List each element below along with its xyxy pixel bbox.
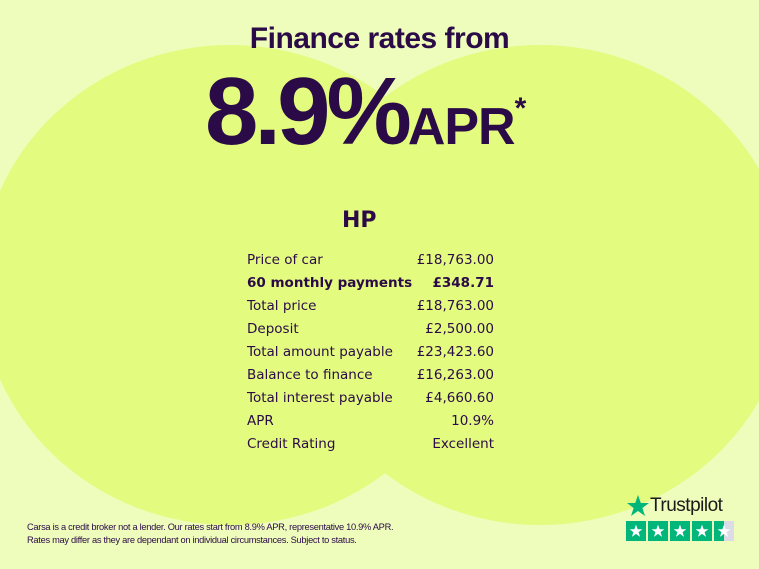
table-row: Price of car £18,763.00 <box>247 250 494 273</box>
trustpilot-rating <box>626 521 734 541</box>
disclaimer-line-1: Carsa is a credit broker not a lender. O… <box>27 522 394 532</box>
rating-star-icon <box>692 521 712 541</box>
row-value: £348.71 <box>432 275 495 291</box>
row-value: £18,763.00 <box>416 252 494 268</box>
background-circle-right <box>290 45 759 525</box>
row-value: £18,763.00 <box>416 298 494 314</box>
disclaimer-line-2: Rates may differ as they are dependant o… <box>27 535 357 545</box>
row-label: Total price <box>247 298 317 314</box>
row-label: Deposit <box>247 321 299 337</box>
row-value: £2,500.00 <box>425 321 494 337</box>
apr-label: APR <box>407 98 516 156</box>
headline-rate: 8.9%APR* <box>205 62 526 162</box>
row-label: 60 monthly payments <box>247 275 413 291</box>
table-row: Total amount payable £23,423.60 <box>247 342 494 365</box>
row-value: £4,660.60 <box>425 390 494 406</box>
disclaimer: Carsa is a credit broker not a lender. O… <box>27 521 394 547</box>
trustpilot-name: Trustpilot <box>650 495 723 516</box>
table-row: Balance to finance £16,263.00 <box>247 365 494 388</box>
table-row: Total interest payable £4,660.60 <box>247 388 494 411</box>
table-row: Credit Rating Excellent <box>247 434 494 457</box>
row-label: Balance to finance <box>247 367 373 383</box>
table-row: Deposit £2,500.00 <box>247 319 494 342</box>
row-value: 10.9% <box>451 413 494 429</box>
rating-star-icon <box>648 521 668 541</box>
row-value: Excellent <box>432 436 494 452</box>
trustpilot-star-icon <box>627 495 649 516</box>
finance-type-heading: HP <box>342 208 377 233</box>
rating-star-icon <box>670 521 690 541</box>
trustpilot-badge: Trustpilot <box>626 494 734 541</box>
rating-star-icon <box>626 521 646 541</box>
table-row: Total price £18,763.00 <box>247 296 494 319</box>
row-value: £16,263.00 <box>416 367 494 383</box>
rate-value: 8.9% <box>205 58 412 165</box>
row-label: APR <box>247 413 274 429</box>
row-value: £23,423.60 <box>416 344 494 360</box>
row-label: Total interest payable <box>247 390 393 406</box>
row-label: Price of car <box>247 252 323 268</box>
finance-table: Price of car £18,763.00 60 monthly payment… <box>247 250 494 457</box>
table-row: APR 10.9% <box>247 411 494 434</box>
row-label: Total amount payable <box>247 344 393 360</box>
table-row: 60 monthly payments £348.71 <box>247 273 494 296</box>
row-label: Credit Rating <box>247 436 336 452</box>
rating-star-icon <box>714 521 734 541</box>
asterisk: * <box>514 92 527 125</box>
headline-title: Finance rates from <box>249 22 510 55</box>
